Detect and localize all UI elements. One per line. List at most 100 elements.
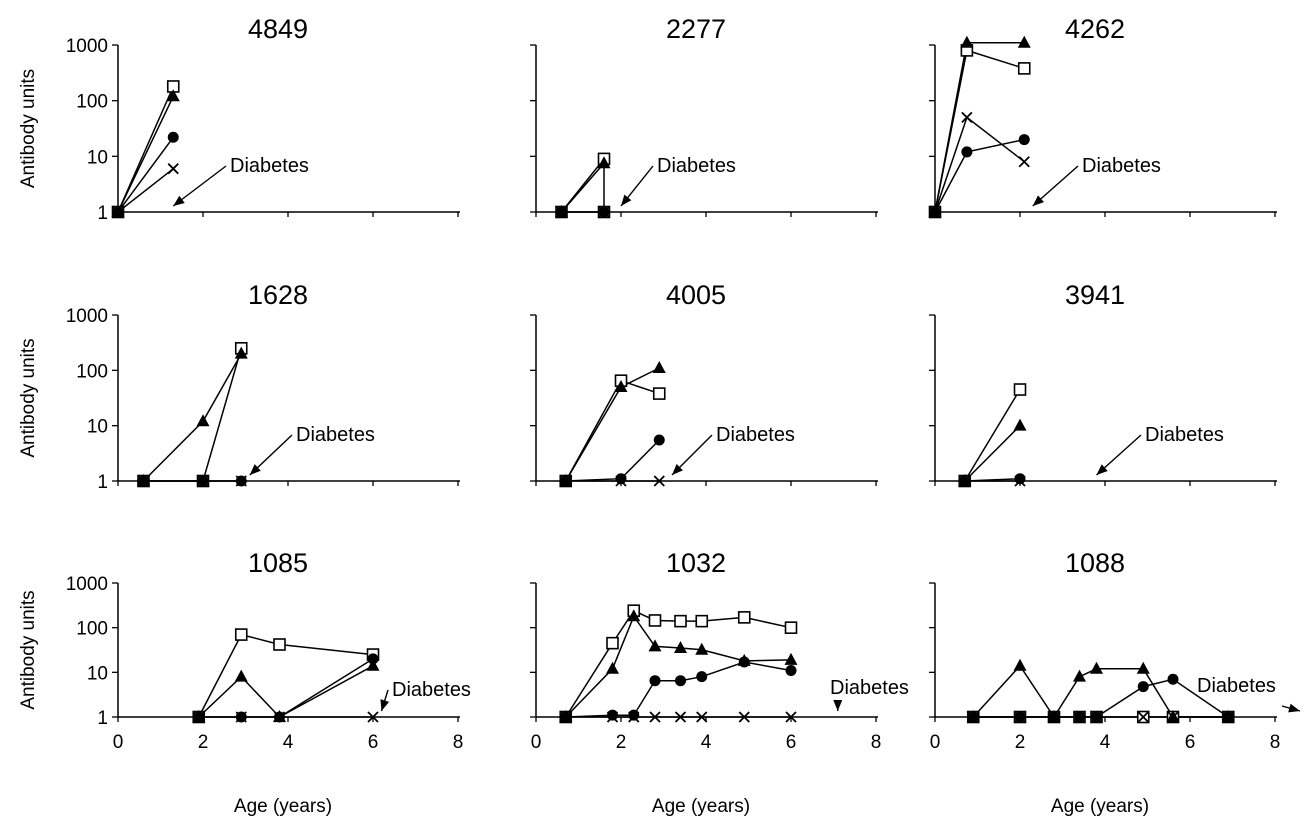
cross-marker bbox=[649, 711, 661, 723]
cross-marker bbox=[193, 711, 205, 723]
x-tick-label: 4 bbox=[1100, 732, 1111, 753]
series-line bbox=[143, 348, 243, 482]
filled-triangle-marker bbox=[597, 156, 611, 169]
cross-marker bbox=[1014, 475, 1026, 487]
cross-marker bbox=[1018, 156, 1030, 168]
diabetes-arrow-head bbox=[1096, 464, 1108, 475]
open-square-marker bbox=[784, 621, 798, 634]
diabetes-arrow-head bbox=[1032, 195, 1044, 206]
panel-title: 1032 bbox=[666, 548, 726, 578]
series-line bbox=[565, 379, 660, 482]
panel-title: 4005 bbox=[666, 280, 726, 310]
series-line bbox=[565, 614, 792, 718]
filled-triangle-marker bbox=[1013, 418, 1027, 431]
cross-marker bbox=[674, 711, 687, 723]
cross-marker bbox=[653, 475, 665, 487]
diabetes-annotation: Diabetes bbox=[392, 679, 471, 701]
diabetes-arrow-head bbox=[621, 194, 632, 206]
filled-circle-marker bbox=[696, 671, 708, 683]
filled-triangle-marker bbox=[196, 414, 210, 427]
cross-marker bbox=[738, 711, 750, 723]
filled-circle-marker bbox=[628, 709, 640, 721]
series-line bbox=[565, 661, 792, 718]
cross-marker bbox=[961, 111, 973, 124]
filled-triangle-marker bbox=[652, 361, 666, 374]
filled-circle-marker bbox=[1014, 473, 1026, 485]
series-line bbox=[565, 439, 660, 482]
filled-triangle-marker bbox=[234, 669, 248, 682]
x-tick-label: 2 bbox=[616, 732, 627, 753]
filled-triangle-marker bbox=[1090, 661, 1103, 674]
cross-marker bbox=[273, 711, 286, 723]
cross-marker bbox=[1048, 711, 1060, 723]
cross-marker bbox=[367, 711, 379, 723]
y-tick-label: 10 bbox=[87, 147, 108, 168]
filled-circle-marker bbox=[1167, 673, 1179, 685]
diabetes-annotation: Diabetes bbox=[1082, 155, 1161, 177]
y-tick-label: 100 bbox=[76, 92, 108, 113]
filled-circle-marker bbox=[738, 656, 750, 668]
diabetes-arrow-head bbox=[380, 699, 390, 711]
cross-marker bbox=[560, 475, 572, 487]
cross-marker bbox=[560, 711, 572, 723]
series-line bbox=[560, 162, 605, 213]
filled-triangle-marker bbox=[606, 661, 619, 674]
filled-triangle-marker bbox=[366, 658, 380, 671]
cross-marker bbox=[1222, 711, 1234, 723]
cross-marker bbox=[628, 711, 640, 723]
series-line bbox=[142, 353, 242, 482]
open-square-marker bbox=[695, 614, 709, 628]
diabetes-annotation: Diabetes bbox=[657, 155, 736, 177]
filled-circle-marker bbox=[961, 146, 973, 158]
filled-circle-marker bbox=[785, 664, 797, 676]
cross-marker bbox=[235, 711, 247, 723]
panel-title: 1628 bbox=[248, 280, 308, 310]
filled-circle-marker bbox=[1137, 681, 1149, 693]
series-line bbox=[117, 168, 174, 213]
diabetes-annotation: Diabetes bbox=[830, 677, 909, 699]
cross-marker bbox=[696, 711, 708, 723]
chart-panel: 1085 1 10 100 1000 0 2 4 6 8 Antibody units Age (ye… bbox=[18, 548, 471, 817]
y-tick-label: 1 bbox=[97, 203, 108, 224]
cross-marker bbox=[167, 163, 179, 175]
cross-marker bbox=[606, 711, 619, 723]
filled-circle-marker bbox=[1018, 134, 1030, 146]
diabetes-annotation: Diabetes bbox=[230, 155, 309, 177]
panel-title: 1088 bbox=[1065, 548, 1125, 578]
y-tick-label: 1 bbox=[97, 708, 108, 729]
x-tick-label: 6 bbox=[368, 732, 379, 753]
cross-marker bbox=[1137, 711, 1149, 723]
x-tick-label: 0 bbox=[531, 732, 542, 753]
chart-panel: 3941 Diabetes bbox=[929, 280, 1277, 488]
x-axis-title: Age (years) bbox=[234, 796, 332, 817]
diabetes-annotation: Diabetes bbox=[1145, 424, 1224, 446]
diabetes-annotation: Diabetes bbox=[716, 424, 795, 446]
x-tick-label: 4 bbox=[701, 732, 712, 753]
open-square-marker bbox=[648, 614, 662, 627]
filled-triangle-marker bbox=[166, 89, 180, 102]
y-tick-label: 10 bbox=[87, 417, 108, 438]
filled-circle-marker bbox=[607, 709, 618, 721]
x-tick-label: 4 bbox=[283, 732, 294, 753]
x-tick-label: 6 bbox=[786, 732, 797, 753]
filled-triangle-marker bbox=[695, 642, 709, 655]
filled-circle-marker bbox=[649, 675, 661, 687]
open-square-marker bbox=[652, 387, 666, 400]
x-axis-title: Age (years) bbox=[1051, 796, 1149, 817]
filled-triangle-marker bbox=[784, 652, 798, 665]
diabetes-annotation: Diabetes bbox=[1197, 675, 1276, 697]
filled-circle-marker bbox=[675, 675, 686, 687]
series-line bbox=[964, 425, 1021, 482]
filled-circle-marker bbox=[653, 434, 665, 446]
cross-marker bbox=[137, 475, 150, 487]
y-tick-label: 1000 bbox=[66, 306, 108, 327]
chart-panel: 4849 1 10 100 1000 Antibody units Diabetes bbox=[18, 14, 460, 224]
filled-triangle-marker bbox=[960, 35, 974, 48]
cross-marker bbox=[235, 475, 247, 487]
cross-marker bbox=[959, 475, 971, 487]
open-square-marker bbox=[1013, 383, 1027, 396]
chart-panel: 4262 Diabetes bbox=[928, 14, 1277, 219]
cross-marker bbox=[967, 711, 979, 723]
x-tick-label: 6 bbox=[1185, 732, 1196, 753]
